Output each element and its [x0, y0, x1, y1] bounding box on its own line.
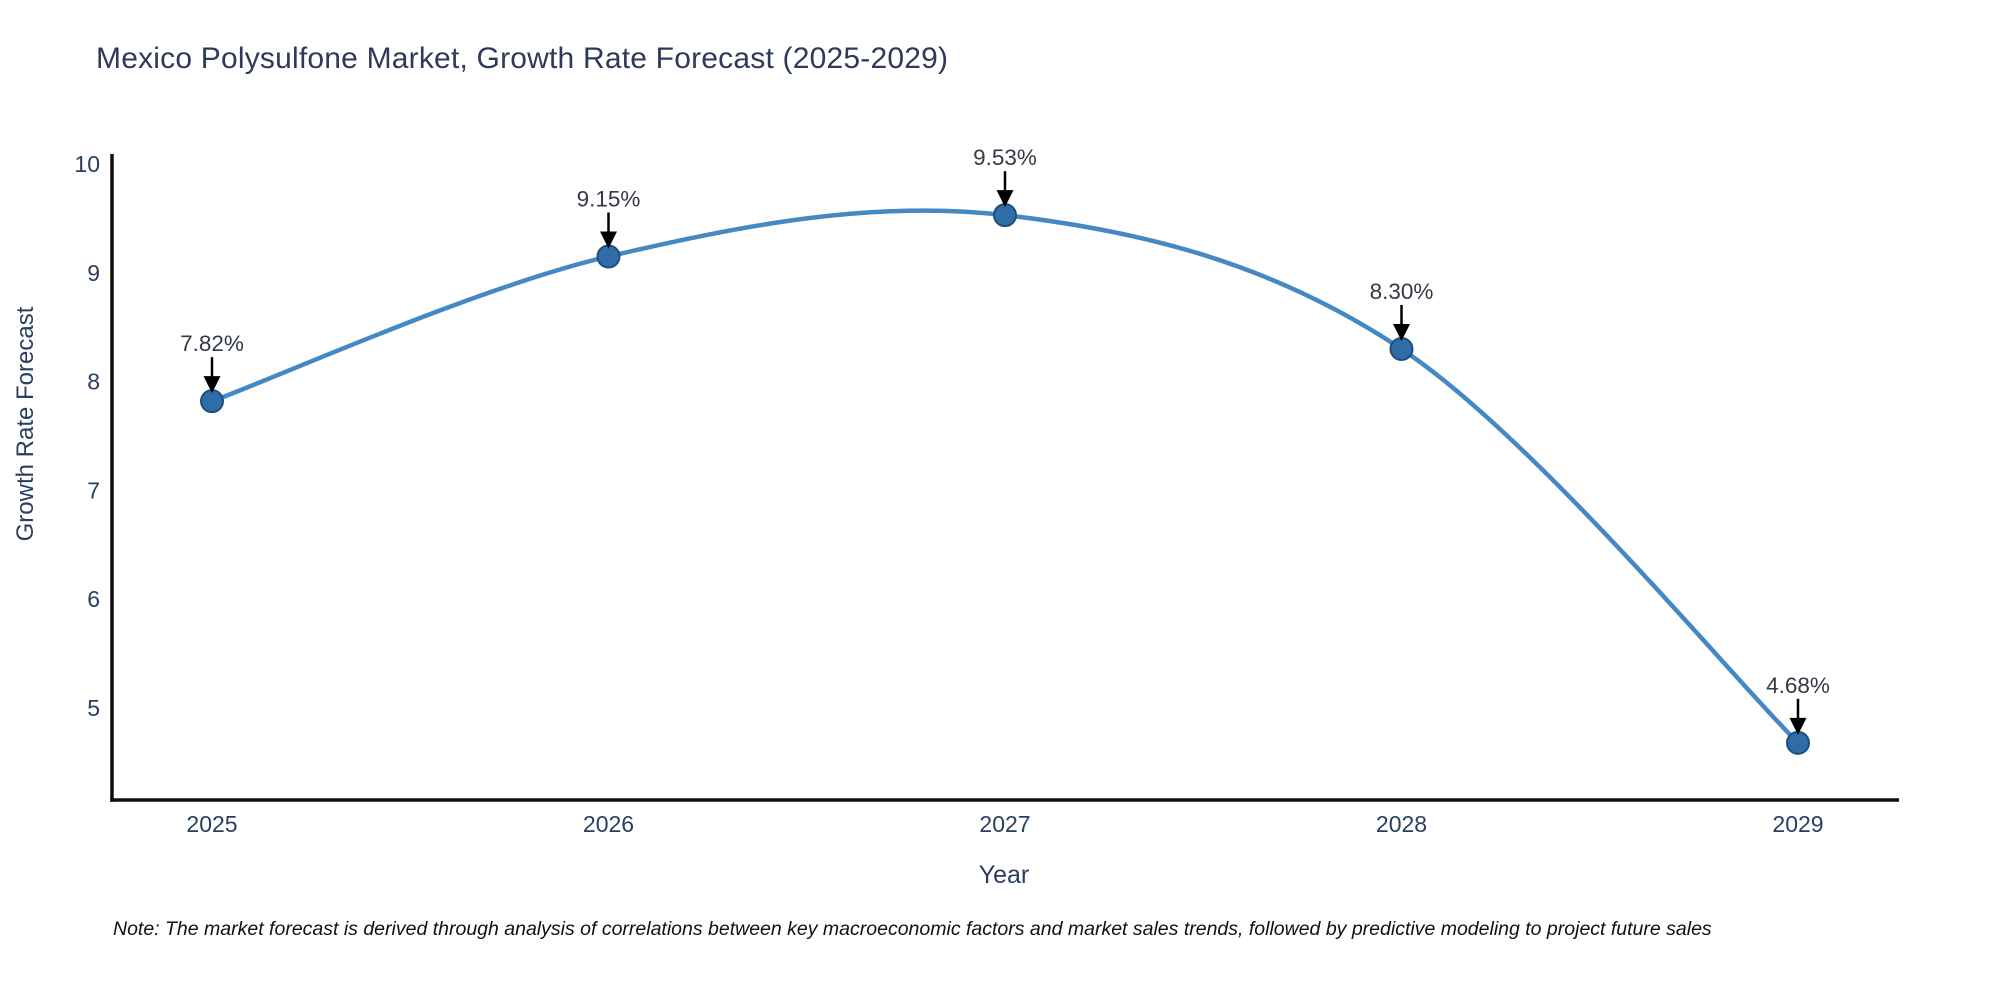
annotation-label: 4.68% — [1766, 673, 1830, 698]
annotation-label: 7.82% — [180, 331, 244, 356]
annotation-arrow-head — [203, 376, 221, 394]
x-tick-label: 2028 — [1376, 811, 1427, 837]
y-tick-label: 10 — [74, 151, 100, 177]
footnote: Note: The market forecast is derived thr… — [113, 918, 1712, 940]
x-tick-label: 2027 — [979, 811, 1030, 837]
annotation-arrow-head — [1789, 717, 1807, 735]
annotation-label: 9.53% — [973, 145, 1037, 170]
x-tick-label: 2026 — [583, 811, 634, 837]
annotation-arrow-head — [600, 231, 617, 249]
annotation-label: 9.15% — [577, 186, 641, 211]
y-tick-label: 5 — [87, 695, 100, 721]
data-point-marker — [1786, 730, 1810, 755]
trend-line — [209, 208, 1801, 746]
data-point-marker — [993, 203, 1017, 228]
data-point-marker — [1389, 336, 1414, 361]
chart-title: Mexico Polysulfone Market, Growth Rate F… — [96, 42, 949, 75]
y-tick-label: 8 — [87, 369, 100, 395]
annotation-arrow-head — [996, 190, 1014, 208]
y-tick-label: 9 — [87, 260, 100, 286]
tick-labels: 10 9 8 7 6 5 2025 2026 2027 2028 2029 — [74, 151, 1823, 837]
annotations: 7.82% 9.15% 9.53% 8.30% 4.68% — [180, 145, 1830, 735]
y-tick-label: 7 — [87, 477, 100, 503]
data-point-marker — [200, 389, 224, 414]
annotation-label: 8.30% — [1370, 279, 1434, 304]
x-axis-title: Year — [978, 861, 1030, 889]
y-tick-label: 6 — [87, 586, 100, 612]
annotation-arrow-head — [1393, 323, 1410, 341]
data-point-marker — [596, 244, 621, 269]
x-tick-label: 2025 — [186, 811, 237, 837]
line-series — [200, 203, 1810, 755]
x-tick-label: 2029 — [1772, 811, 1823, 837]
